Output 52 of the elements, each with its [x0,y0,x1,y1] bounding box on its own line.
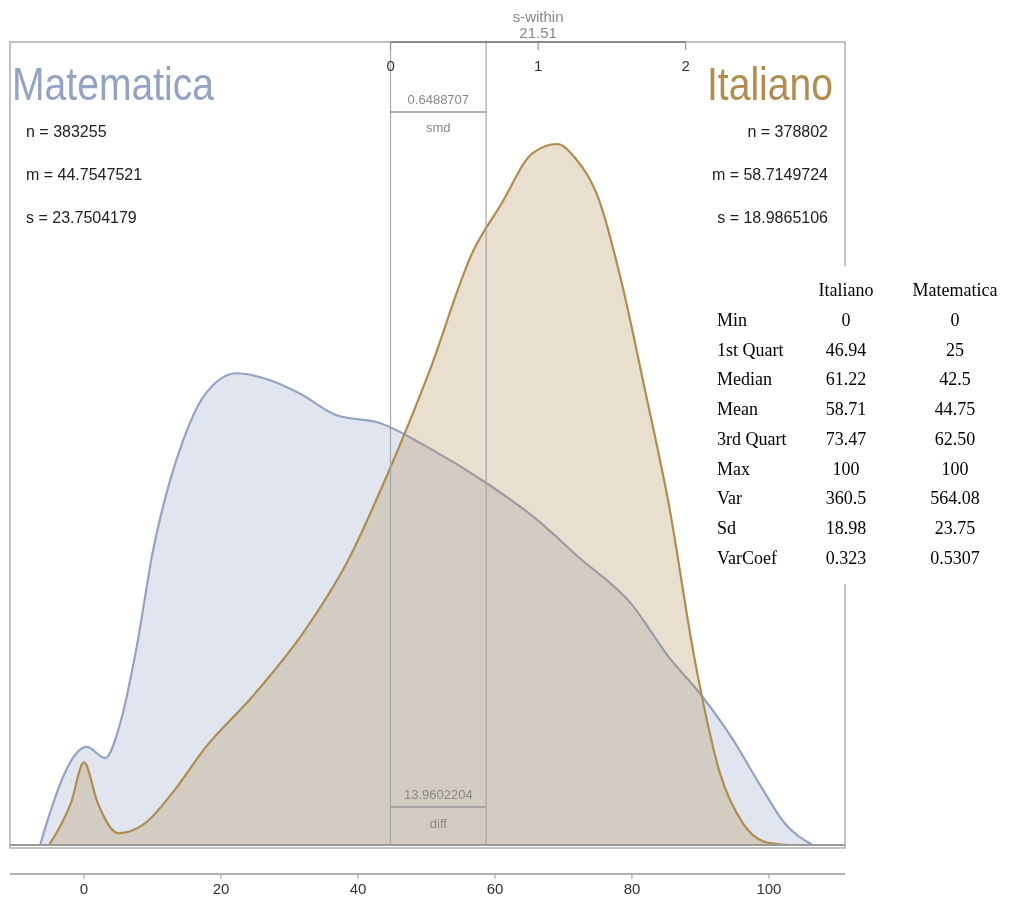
category-label: Median [717,369,772,390]
data-label: 100 [941,458,969,479]
data-label: 42.5 [939,369,971,390]
category-label: Sd [717,517,737,538]
text: 0.6488707 [407,92,470,107]
category-label: Max [717,458,750,479]
data-label: 0.5307 [930,547,980,568]
category-label: Mean [717,399,758,420]
data-label: 62.50 [934,428,976,449]
category-label: VarCoef [717,547,777,568]
x-tick-label: 100 [756,880,782,897]
category-label: 3rd Quart [717,428,787,449]
x-tick-label: 20 [212,880,230,897]
data-label: 46.94 [825,339,867,360]
category-label: 1st Quart [717,339,784,360]
text: n = 378802 [747,123,829,140]
text: n = 383255 [26,123,107,140]
data-label: 100 [832,458,860,479]
annotation: diff [429,816,448,831]
annotation: 13.9602204 [403,787,473,802]
annotation: m = 58.7149724 [711,166,829,183]
x2-tick-label: 0 [386,57,395,74]
data-label: 0 [841,310,851,330]
data-label: 58.71 [825,399,867,420]
text: 21.51 [519,24,557,41]
data-label: 0.323 [825,547,867,568]
data-label: 23.75 [934,517,976,538]
data-label: 25 [946,339,964,360]
data-label: 18.98 [825,517,867,538]
annotation: s = 18.9865106 [717,209,829,226]
text: Italiano [706,57,833,110]
data-label: 360.5 [825,488,867,509]
text: Matematica [12,57,215,110]
data-label: 564.08 [930,488,980,509]
series-label: Italiano [818,280,874,300]
x2-tick-label: 2 [681,57,690,74]
category-label: Var [717,488,742,509]
text: Matematica [912,280,998,300]
text: smd [426,120,451,135]
x-tick-label: 60 [486,880,504,897]
category-label: Min [717,310,748,330]
x2-tick-label: 1 [533,57,543,74]
data-label: 61.22 [825,369,867,390]
data-label: 44.75 [934,399,976,420]
data-label: 73.47 [825,428,867,449]
x2-axis-title: s-within [512,8,564,25]
x-tick-label: 40 [349,880,367,897]
annotation: s = 23.7504179 [26,209,137,226]
data-label: 0 [950,310,960,330]
x-tick-label: 0 [79,880,89,897]
annotation: m = 44.7547521 [26,166,143,183]
x-tick-label: 80 [623,880,641,897]
